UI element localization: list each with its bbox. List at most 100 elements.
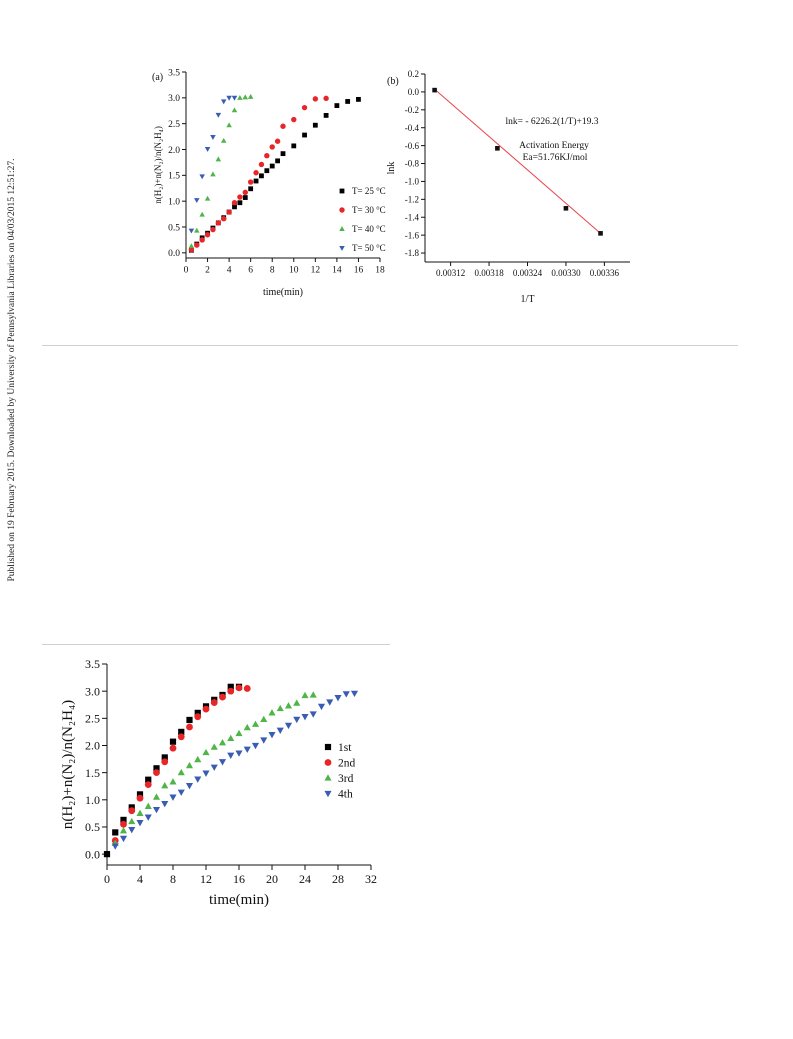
data-point xyxy=(247,179,254,185)
data-point xyxy=(210,135,216,140)
y-tick-label: -0.4 xyxy=(405,123,420,133)
y-tick-label: 3.5 xyxy=(85,657,100,671)
legend-label: T= 50 °C xyxy=(352,243,386,253)
data-point xyxy=(112,829,119,836)
legend-label: T= 40 °C xyxy=(352,224,386,234)
data-point xyxy=(204,195,211,201)
data-point xyxy=(186,716,193,724)
data-point xyxy=(219,693,226,701)
legend-label: 3rd xyxy=(338,773,354,785)
y-axis-title: n(H₂)+n(N₂)/n(N₂H₄) xyxy=(153,126,163,204)
data-point xyxy=(243,746,251,754)
data-point xyxy=(220,99,227,105)
data-point xyxy=(204,146,211,152)
data-point xyxy=(334,103,340,108)
x-tick-label: 18 xyxy=(375,266,385,276)
data-point xyxy=(161,781,169,789)
y-tick-label: 0.5 xyxy=(168,223,180,233)
data-point xyxy=(312,96,319,102)
data-point xyxy=(345,99,351,104)
data-point xyxy=(161,800,169,808)
data-point xyxy=(291,143,297,149)
data-point xyxy=(194,709,201,716)
data-point xyxy=(432,87,437,93)
x-tick-label: 2 xyxy=(205,266,210,276)
data-point xyxy=(145,776,152,783)
data-point xyxy=(495,146,500,151)
data-point xyxy=(226,209,232,215)
x-tick-label: 0.00324 xyxy=(513,268,543,278)
data-point xyxy=(177,768,185,776)
data-point xyxy=(284,722,293,730)
data-point xyxy=(152,793,161,800)
data-point xyxy=(144,814,152,821)
data-point xyxy=(235,750,243,757)
y-tick-label: -1.6 xyxy=(405,230,420,240)
data-point xyxy=(128,807,136,815)
x-tick-label: 16 xyxy=(233,872,245,886)
data-point xyxy=(194,776,202,783)
data-point xyxy=(242,94,249,100)
data-point xyxy=(302,132,307,138)
data-point xyxy=(161,758,169,766)
y-tick-label: 0.2 xyxy=(408,69,419,79)
y-tick-label: -0.8 xyxy=(405,159,420,169)
x-tick-label: 0 xyxy=(184,266,189,276)
data-point xyxy=(202,705,210,713)
data-point xyxy=(210,699,218,706)
data-point xyxy=(169,738,177,745)
data-point xyxy=(232,204,237,210)
legend-marker xyxy=(339,207,345,213)
data-point xyxy=(356,96,361,102)
data-point xyxy=(188,228,195,234)
data-point xyxy=(210,171,216,177)
data-point xyxy=(194,755,202,763)
data-point xyxy=(291,116,297,123)
y-axis-title: lnk xyxy=(386,162,397,175)
data-point xyxy=(119,835,128,843)
data-point xyxy=(598,231,603,236)
data-point xyxy=(231,200,238,206)
data-point xyxy=(226,122,232,128)
data-point xyxy=(144,781,152,788)
annotation-text: Activation Energy xyxy=(519,141,589,151)
y-tick-label: 2.0 xyxy=(85,739,100,753)
data-point xyxy=(128,817,136,825)
data-point xyxy=(218,759,227,766)
legend-label: T= 25 °C xyxy=(352,186,386,196)
data-point xyxy=(199,237,205,243)
data-point xyxy=(153,769,160,777)
data-point xyxy=(309,691,317,698)
data-point xyxy=(253,170,259,176)
legend-marker xyxy=(324,790,332,798)
data-point xyxy=(202,770,210,777)
fit-line xyxy=(434,88,601,234)
data-point xyxy=(185,783,194,790)
data-point xyxy=(120,820,127,828)
data-point xyxy=(253,178,259,184)
y-tick-label: -1.0 xyxy=(405,177,420,187)
data-point xyxy=(301,714,309,721)
legend-marker xyxy=(339,188,345,194)
data-point xyxy=(194,227,200,233)
data-point xyxy=(237,194,243,200)
legend-marker xyxy=(339,245,345,251)
data-point xyxy=(237,200,243,206)
data-point xyxy=(301,104,308,111)
y-tick-label: 3.0 xyxy=(85,684,100,698)
data-point xyxy=(264,153,270,159)
data-point xyxy=(326,699,334,706)
x-axis-title: time(min) xyxy=(263,287,303,298)
x-tick-label: 4 xyxy=(227,266,232,276)
data-point xyxy=(226,95,232,101)
data-point xyxy=(194,242,200,248)
data-point xyxy=(177,733,185,741)
y-tick-label: 2.0 xyxy=(168,146,180,156)
series-4 xyxy=(188,95,238,234)
data-point xyxy=(312,122,318,128)
x-tick-label: 0.00318 xyxy=(474,268,504,278)
x-tick-label: 12 xyxy=(311,266,321,276)
chart-c: 0 4 8 12 16 20 24 28 32 0.0 0.5 1.0 1.5 2.0 2.5 3.0 3.5 t… xyxy=(60,657,377,908)
data-point xyxy=(178,728,185,736)
data-point xyxy=(119,827,128,834)
